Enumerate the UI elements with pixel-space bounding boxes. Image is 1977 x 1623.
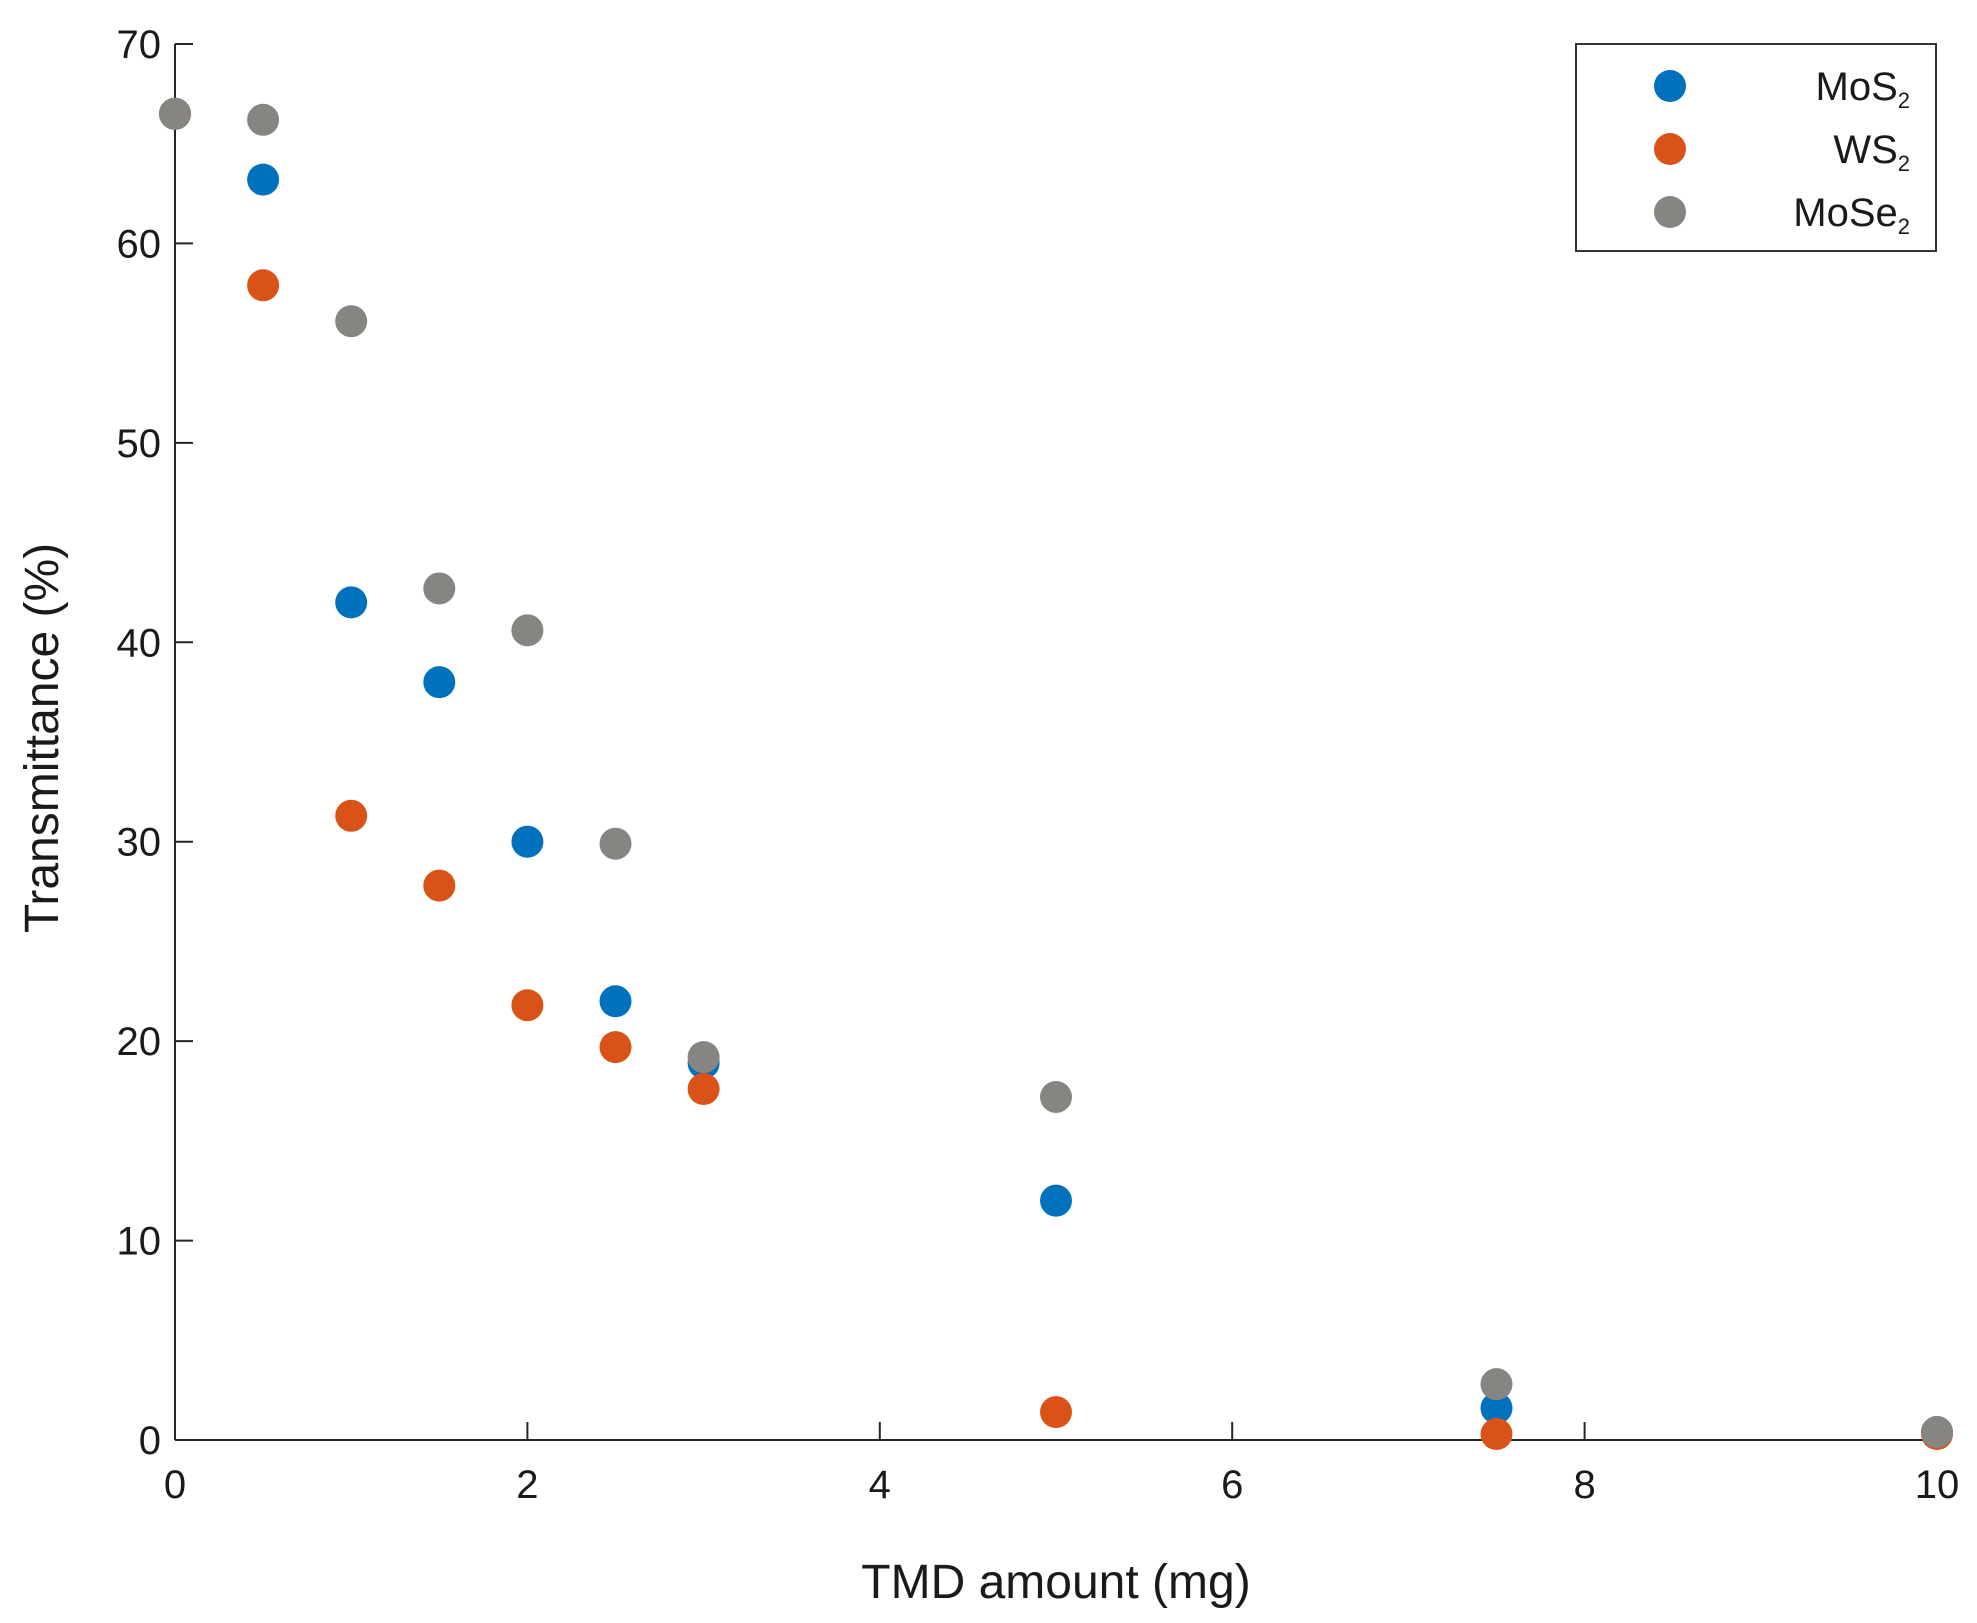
point-WS2 [511,989,544,1022]
legend-box [1575,43,1937,252]
y-tick-label: 0 [139,1419,161,1463]
y-tick-label: 30 [117,821,162,865]
x-tick-label: 0 [164,1463,186,1507]
point-MoSe2 [159,97,191,130]
point-MoSe2 [423,572,456,605]
x-tick-label: 8 [1573,1463,1595,1507]
point-WS2 [1040,1396,1072,1429]
point-MoS2 [511,825,544,858]
y-axis-label: Transmittance (%) [16,543,69,933]
point-MoS2 [423,666,456,699]
point-WS2 [423,869,456,902]
point-WS2 [247,269,280,302]
point-MoSe2 [511,614,544,647]
x-tick-label: 10 [1915,1463,1960,1507]
point-MoSe2 [687,1041,720,1074]
series-MoSe2 [159,97,1953,1449]
point-WS2 [599,1031,632,1064]
x-tick-label: 2 [516,1463,538,1507]
y-tick-label: 60 [117,222,162,266]
point-MoS2 [335,586,368,619]
legend-label-WS2: WS2 [1833,128,1910,176]
point-MoSe2 [1480,1368,1513,1401]
y-tick-label: 70 [117,23,162,67]
point-MoSe2 [335,305,368,338]
axes: 0 2 4 6 8 10 0 10 20 30 40 50 60 70 [117,23,1960,1507]
y-tick-label: 50 [117,422,162,466]
legend-marker-MoSe2 [1654,196,1686,228]
legend-marker-WS2 [1654,133,1686,165]
point-MoS2 [1040,1184,1072,1217]
point-MoSe2 [1040,1080,1072,1113]
y-tick-label: 10 [117,1220,162,1264]
point-MoSe2 [247,103,280,136]
data-points [159,97,1953,1451]
point-WS2 [335,799,368,832]
point-MoS2 [1480,1392,1513,1425]
point-MoS2 [599,985,632,1018]
legend-label-MoSe2: MoSe2 [1793,191,1910,239]
y-tick-label: 40 [117,621,162,665]
legend-marker-MoS2 [1654,70,1686,102]
point-WS2 [687,1073,720,1106]
point-WS2 [1480,1418,1513,1451]
x-tick-label: 4 [869,1463,891,1507]
x-axis-label: TMD amount (mg) [861,1556,1250,1609]
legend-label-MoS2: MoS2 [1816,65,1911,113]
point-MoSe2 [599,827,632,860]
point-MoS2 [247,163,280,196]
y-tick-label: 20 [117,1020,162,1064]
point-MoSe2 [1921,1416,1953,1449]
x-tick-label: 6 [1221,1463,1243,1507]
legend: MoS2 WS2 MoSe2 [1575,43,1937,252]
